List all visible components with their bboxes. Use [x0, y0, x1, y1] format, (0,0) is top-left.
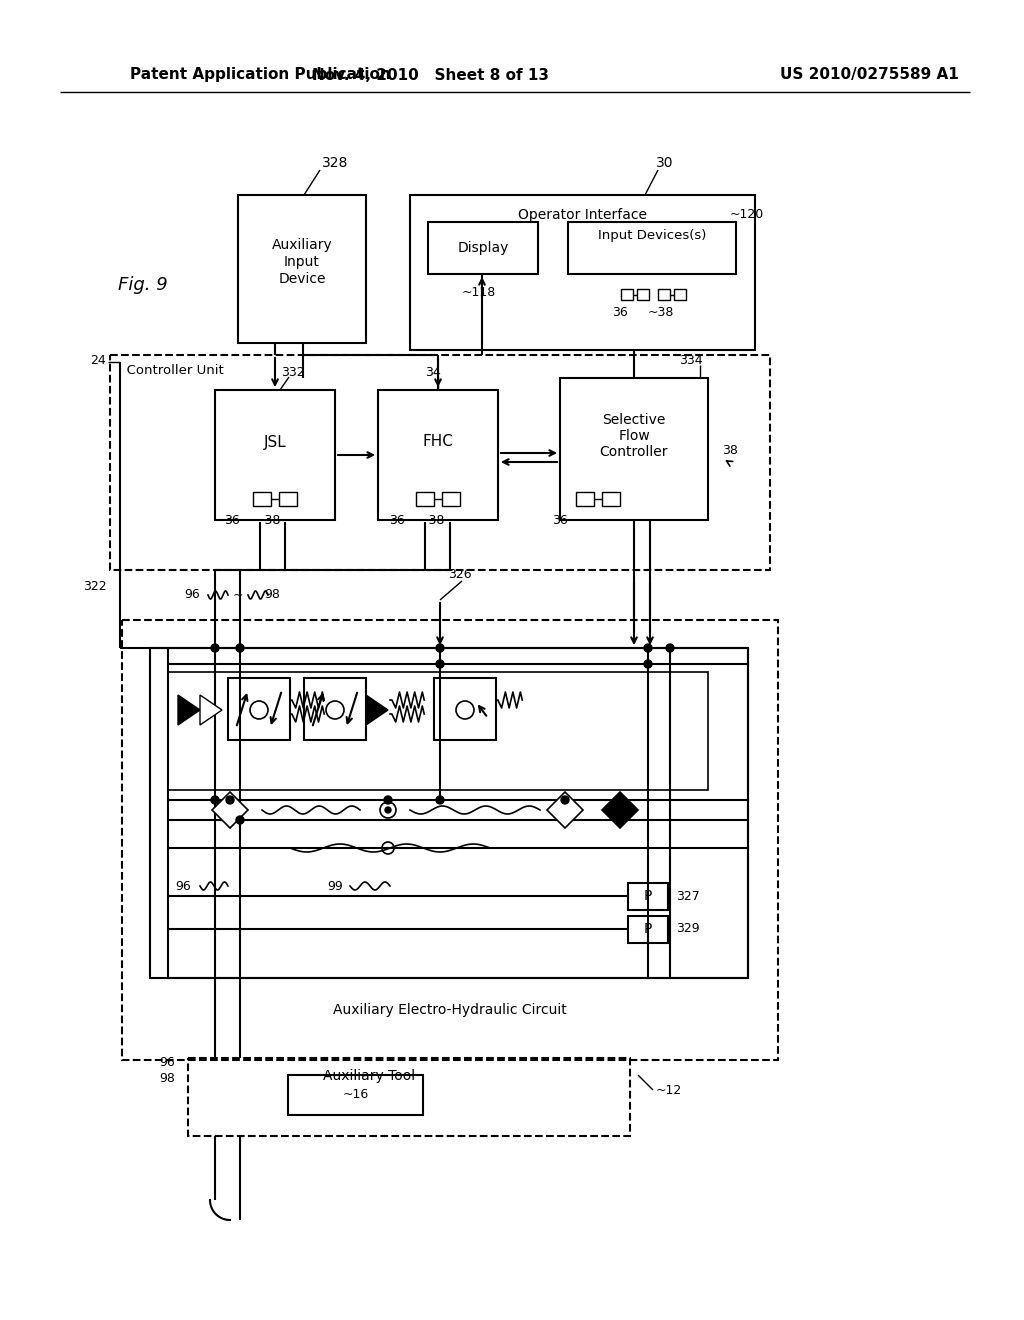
Bar [238, 195, 366, 343]
Text: Nov. 4, 2010   Sheet 8 of 13: Nov. 4, 2010 Sheet 8 of 13 [311, 67, 549, 82]
Circle shape [436, 644, 444, 652]
Bar [279, 492, 297, 506]
Text: 98: 98 [264, 589, 280, 602]
Text: 24: 24 [90, 354, 106, 367]
Circle shape [226, 796, 234, 804]
Text: 332: 332 [282, 366, 305, 379]
Text: ~12: ~12 [656, 1084, 682, 1097]
Bar [168, 672, 708, 789]
Text: 328: 328 [322, 156, 348, 170]
Bar [628, 883, 668, 909]
Text: JSL: JSL [263, 434, 287, 450]
Text: Auxiliary: Auxiliary [271, 238, 333, 252]
Circle shape [211, 796, 219, 804]
Bar [188, 1059, 630, 1137]
Bar [110, 355, 770, 570]
Text: Controller: Controller [600, 445, 669, 459]
Polygon shape [366, 696, 388, 725]
Text: ~120: ~120 [730, 209, 764, 222]
Bar [416, 492, 434, 506]
Bar [575, 492, 594, 506]
Text: Operator Interface: Operator Interface [518, 209, 647, 222]
Text: 96: 96 [160, 1056, 175, 1068]
Bar [674, 289, 686, 300]
Bar [304, 678, 366, 741]
Bar [442, 492, 460, 506]
Text: FHC: FHC [423, 434, 454, 450]
Bar [602, 492, 620, 506]
Text: US 2010/0275589 A1: US 2010/0275589 A1 [780, 67, 958, 82]
Text: 334: 334 [679, 354, 703, 367]
Text: 99: 99 [327, 879, 343, 892]
Text: 322: 322 [83, 581, 106, 594]
Bar [228, 678, 290, 741]
Text: ~38: ~38 [648, 305, 675, 318]
Text: ~38: ~38 [255, 513, 282, 527]
Text: Patent Application Publication: Patent Application Publication [130, 67, 391, 82]
Circle shape [236, 816, 244, 824]
Bar [378, 389, 498, 520]
Text: | Controller Unit: | Controller Unit [118, 363, 224, 376]
Text: 96: 96 [175, 879, 190, 892]
Circle shape [436, 660, 444, 668]
Polygon shape [547, 792, 583, 828]
Polygon shape [200, 696, 222, 725]
Text: Auxiliary Tool: Auxiliary Tool [323, 1069, 415, 1082]
Text: 36: 36 [552, 513, 568, 527]
Text: 326: 326 [449, 569, 472, 582]
Text: 98: 98 [159, 1072, 175, 1085]
Polygon shape [178, 696, 200, 725]
Bar [621, 289, 633, 300]
Text: Device: Device [279, 272, 326, 286]
Text: Input: Input [284, 255, 319, 269]
Text: Fig. 9: Fig. 9 [118, 276, 168, 294]
Circle shape [384, 796, 392, 804]
Text: Flow: Flow [618, 429, 650, 444]
Bar [150, 648, 748, 978]
Bar [560, 378, 708, 520]
Text: ~38: ~38 [419, 513, 445, 527]
Text: Auxiliary Electro-Hydraulic Circuit: Auxiliary Electro-Hydraulic Circuit [333, 1003, 567, 1016]
Text: 34: 34 [425, 366, 441, 379]
Text: ~16: ~16 [343, 1089, 369, 1101]
Bar [253, 492, 271, 506]
Circle shape [666, 644, 674, 652]
Circle shape [644, 644, 652, 652]
Bar [628, 916, 668, 942]
Polygon shape [212, 792, 248, 828]
Text: Input Devices(s): Input Devices(s) [598, 230, 707, 243]
Polygon shape [602, 792, 638, 828]
Text: 38: 38 [722, 444, 738, 457]
Text: Selective: Selective [602, 413, 666, 426]
Text: Display: Display [458, 242, 509, 255]
Bar [637, 289, 649, 300]
Text: 36: 36 [224, 513, 240, 527]
Text: 36: 36 [612, 305, 628, 318]
Text: P: P [644, 888, 652, 903]
Bar [288, 1074, 423, 1115]
Text: 329: 329 [676, 923, 699, 936]
Text: ~: ~ [232, 589, 244, 602]
Circle shape [385, 807, 391, 813]
Circle shape [644, 660, 652, 668]
Bar [410, 195, 755, 350]
Bar [215, 389, 335, 520]
Bar [568, 222, 736, 275]
Circle shape [211, 644, 219, 652]
Bar [434, 678, 496, 741]
Text: 36: 36 [389, 513, 404, 527]
Text: ~118: ~118 [462, 286, 497, 300]
Text: 30: 30 [656, 156, 674, 170]
Text: 96: 96 [184, 589, 200, 602]
Bar [658, 289, 670, 300]
Circle shape [561, 796, 569, 804]
Text: P: P [644, 921, 652, 936]
Text: 327: 327 [676, 890, 699, 903]
Circle shape [436, 796, 444, 804]
Circle shape [236, 644, 244, 652]
Bar [122, 620, 778, 1060]
Bar [428, 222, 538, 275]
